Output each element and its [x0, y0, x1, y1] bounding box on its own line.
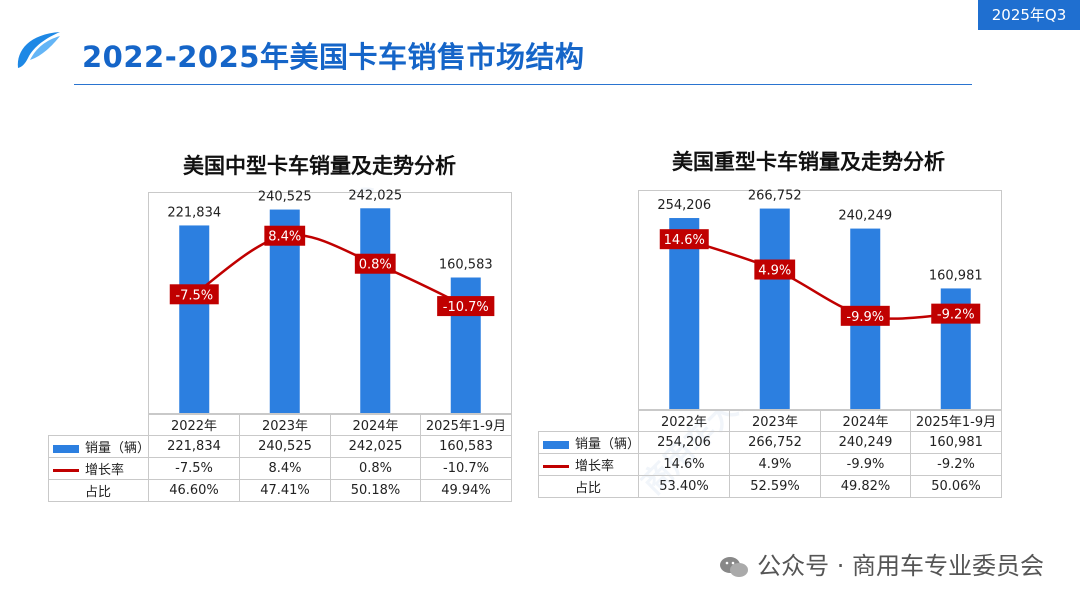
- table-cell: 240,525: [239, 435, 331, 458]
- table-row: 增长率 14.6% 4.9% -9.9% -9.2%: [538, 453, 1002, 476]
- table-row: 占比 46.60% 47.41% 50.18% 49.94%: [48, 479, 512, 502]
- row-label: 增长率: [85, 463, 125, 478]
- table-header-row: 2022年 2023年 2024年 2025年1-9月: [48, 413, 512, 436]
- row-label: 增长率: [575, 459, 615, 474]
- period-badge: 2025年Q3: [978, 0, 1080, 30]
- line-legend-icon: [53, 469, 79, 472]
- table-cell: 2023年: [729, 409, 821, 432]
- chart-title: 美国中型卡车销量及走势分析: [183, 154, 456, 178]
- table-cell: 2023年: [239, 413, 331, 436]
- growth-data-label: 14.6%: [664, 233, 705, 248]
- table-cell: 2025年1-9月: [420, 413, 512, 436]
- table-cell: 0.8%: [330, 457, 421, 480]
- row-label: 占比: [575, 481, 602, 496]
- table-cell: 2025年1-9月: [910, 409, 1002, 432]
- table-cell: -9.2%: [910, 453, 1002, 476]
- plot-area: 221,834 240,525 242,025 160,583 -7.5% 8.4% 0.8…: [148, 188, 512, 415]
- bar-data-label: 240,249: [838, 209, 892, 224]
- table-cell: 8.4%: [239, 457, 331, 480]
- bar: [759, 208, 790, 410]
- table-cell: 46.60%: [148, 479, 240, 502]
- growth-label-box: [840, 305, 890, 326]
- bar-data-label: 160,583: [439, 258, 493, 273]
- growth-label-box: [437, 296, 495, 317]
- table-cell: 53.40%: [638, 475, 730, 498]
- table-cell: 49.94%: [420, 479, 512, 502]
- row-label: 销量（辆）: [575, 437, 639, 452]
- table-cell: 14.6%: [638, 453, 730, 476]
- growth-label-box: [354, 253, 396, 274]
- row-label: 占比: [85, 485, 112, 500]
- table-cell: -9.9%: [820, 453, 911, 476]
- growth-line: [193, 233, 467, 308]
- table-cell: 254,206: [638, 431, 730, 454]
- footer: 公众号 · 商用车专业委员会: [719, 546, 1044, 581]
- growth-label-box: [169, 284, 219, 305]
- table-cell: 242,025: [330, 435, 421, 458]
- footer-text: 公众号 · 商用车专业委员会: [757, 552, 1044, 580]
- table-row: 销量（辆） 254,206 266,752 240,249 160,981: [538, 431, 1002, 454]
- table-header-row: 2022年 2023年 2024年 2025年1-9月: [538, 409, 1002, 432]
- growth-data-label: 4.9%: [758, 264, 791, 279]
- wechat-icon: [720, 557, 749, 577]
- growth-data-label: -9.2%: [937, 308, 975, 323]
- page-title: 2022-2025年美国卡车销售市场结构: [82, 40, 585, 74]
- data-table: 2022年 2023年 2024年 2025年1-9月 销量（辆） 254,20…: [538, 409, 1002, 498]
- table-cell: 2024年: [820, 409, 911, 432]
- table-row: 增长率 -7.5% 8.4% 0.8% -10.7%: [48, 457, 512, 480]
- plot-area: 254,206 266,752 240,249 160,981 14.6% 4.9% -9.…: [638, 189, 1002, 411]
- table-cell: -7.5%: [148, 457, 240, 480]
- growth-data-label: -7.5%: [175, 288, 213, 303]
- growth-line: [683, 237, 956, 320]
- bar: [669, 218, 700, 410]
- table-cell: 47.41%: [239, 479, 331, 502]
- chart-svg: 221,834 240,525 242,025 160,583 -7.5% 8.4% 0.8…: [167, 188, 495, 414]
- row-label: 销量（辆）: [85, 441, 149, 456]
- table-cell: 50.06%: [910, 475, 1002, 498]
- growth-label-box: [264, 225, 306, 246]
- table-cell: 50.18%: [330, 479, 421, 502]
- data-table: 2022年 2023年 2024年 2025年1-9月 销量（辆） 221,83…: [48, 413, 512, 502]
- growth-data-label: -9.9%: [846, 310, 884, 325]
- bar: [179, 225, 210, 414]
- bar-data-label: 221,834: [167, 205, 221, 220]
- table-cell: 2022年: [638, 409, 730, 432]
- bar-data-label: 240,525: [258, 190, 312, 205]
- table-cell: 4.9%: [729, 453, 821, 476]
- bar-legend-icon: [53, 444, 79, 453]
- table-cell: 160,981: [910, 431, 1002, 454]
- bar-data-label: 254,206: [657, 198, 711, 213]
- growth-data-label: 0.8%: [359, 258, 392, 273]
- logo-icon: [17, 32, 60, 68]
- chart-svg: 254,206 266,752 240,249 160,981 14.6% 4.9% -9.…: [657, 189, 983, 410]
- line-legend-icon: [543, 465, 569, 468]
- chart-title: 美国重型卡车销量及走势分析: [672, 150, 945, 174]
- table-cell: 240,249: [820, 431, 911, 454]
- bar-data-label: 242,025: [348, 188, 402, 203]
- table-row: 占比 53.40% 52.59% 49.82% 50.06%: [538, 475, 1002, 498]
- growth-data-label: -10.7%: [443, 300, 489, 315]
- table-cell: 2024年: [330, 413, 421, 436]
- bar-data-label: 160,981: [929, 268, 983, 283]
- title-divider: [74, 84, 972, 85]
- bar-data-label: 266,752: [748, 189, 802, 204]
- table-row: 销量（辆） 221,834 240,525 242,025 160,583: [48, 435, 512, 458]
- table-cell: 266,752: [729, 431, 821, 454]
- table-cell: 160,583: [420, 435, 512, 458]
- growth-data-label: 8.4%: [268, 230, 301, 245]
- table-cell: 221,834: [148, 435, 240, 458]
- table-cell: 2022年: [148, 413, 240, 436]
- table-cell: -10.7%: [420, 457, 512, 480]
- growth-label-box: [659, 229, 709, 250]
- bar: [360, 208, 391, 414]
- growth-label-box: [931, 303, 981, 324]
- bar-legend-icon: [543, 440, 569, 449]
- growth-label-box: [754, 259, 796, 280]
- table-cell: 52.59%: [729, 475, 821, 498]
- table-cell: 49.82%: [820, 475, 911, 498]
